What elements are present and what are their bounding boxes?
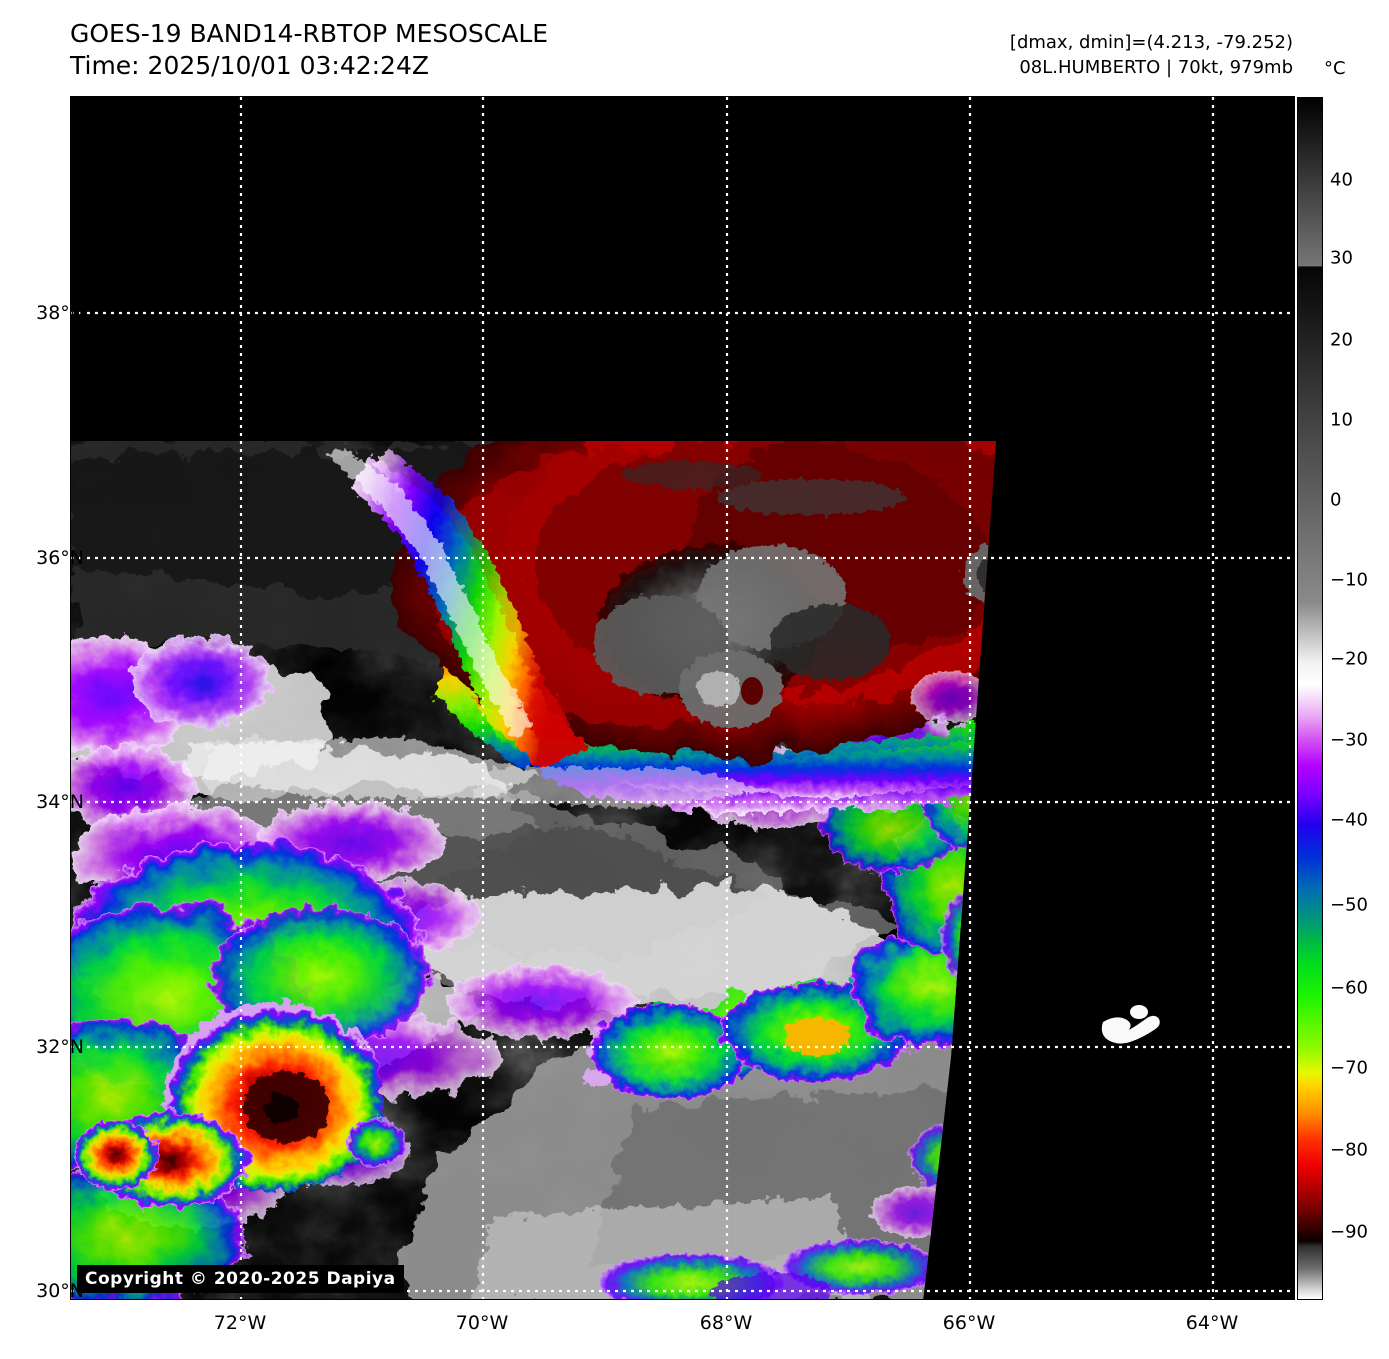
copyright-watermark: Copyright © 2020-2025 Dapiya <box>77 1265 404 1293</box>
title-block: GOES-19 BAND14-RBTOP MESOSCALE Time: 202… <box>70 18 548 82</box>
lon-tick-66w: 66°W <box>942 1312 996 1334</box>
cbar-tick-minus90: −90 <box>1330 1221 1368 1243</box>
lon-tick-68w: 68°W <box>699 1312 753 1334</box>
lon-tick-72w: 72°W <box>213 1312 267 1334</box>
cbar-tick-10: 10 <box>1330 409 1353 431</box>
cbar-tick-minus60: −60 <box>1330 977 1368 999</box>
cbar-tick-0: 0 <box>1330 489 1342 511</box>
satellite-imagery <box>71 97 1294 1299</box>
timestamp-label: Time: 2025/10/01 03:42:24Z <box>70 51 429 80</box>
cbar-tick-20: 20 <box>1330 329 1353 351</box>
cbar-tick-minus30: −30 <box>1330 729 1368 751</box>
lon-tick-70w: 70°W <box>455 1312 509 1334</box>
lat-tick-36n: 36°N <box>36 547 84 569</box>
cbar-tick-minus10: −10 <box>1330 569 1368 591</box>
cbar-tick-30: 30 <box>1330 247 1353 269</box>
isolated-cloud-feature <box>1101 1005 1160 1044</box>
cbar-tick-minus50: −50 <box>1330 894 1368 916</box>
satellite-map[interactable]: Copyright © 2020-2025 Dapiya <box>70 96 1295 1300</box>
cbar-tick-40: 40 <box>1330 169 1353 191</box>
cbar-tick-minus20: −20 <box>1330 648 1368 670</box>
lon-tick-64w: 64°W <box>1185 1312 1239 1334</box>
grid-overlay <box>71 97 1294 1299</box>
colorbar[interactable] <box>1297 97 1323 1300</box>
lat-tick-32n: 32°N <box>36 1036 84 1058</box>
colorbar-gradient <box>1298 98 1322 1299</box>
lat-tick-38n: 38°N <box>36 302 84 324</box>
cbar-tick-minus40: −40 <box>1330 809 1368 831</box>
cbar-tick-minus80: −80 <box>1330 1139 1368 1161</box>
cbar-tick-minus70: −70 <box>1330 1057 1368 1079</box>
colorbar-unit-label: °C <box>1324 58 1346 79</box>
lat-tick-30n: 30°N <box>36 1280 84 1302</box>
storm-info-label: 08L.HUMBERTO | 70kt, 979mb <box>1019 57 1293 78</box>
metadata-block: [dmax, dmin]=(4.213, -79.252) 08L.HUMBER… <box>1010 30 1293 80</box>
dminmax-label: [dmax, dmin]=(4.213, -79.252) <box>1009 32 1293 53</box>
lat-tick-34n: 34°N <box>36 791 84 813</box>
page-title: GOES-19 BAND14-RBTOP MESOSCALE <box>70 19 549 48</box>
